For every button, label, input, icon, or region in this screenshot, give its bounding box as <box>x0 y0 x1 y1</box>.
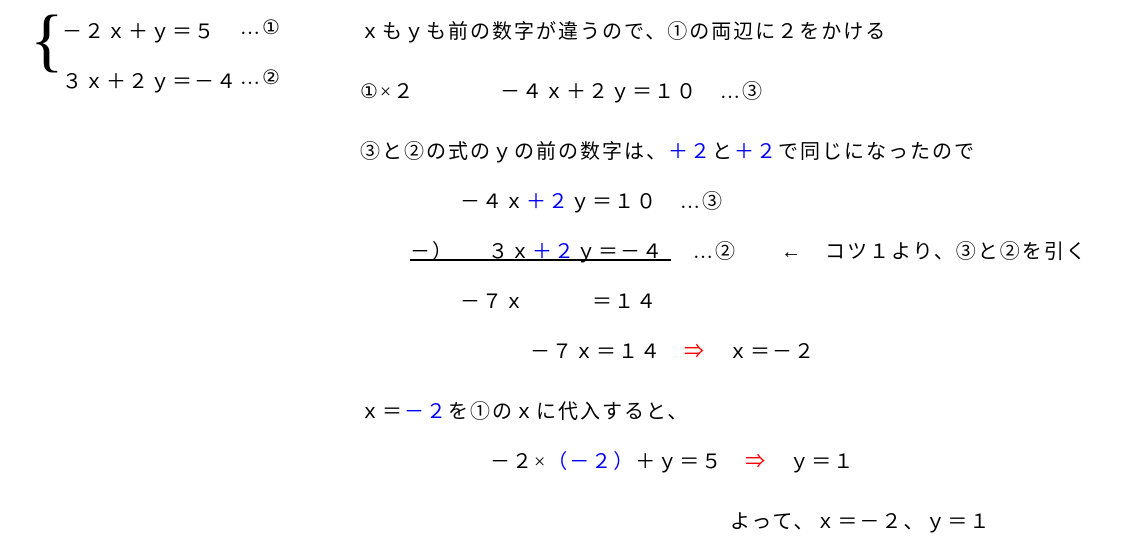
line-solve-y-a: －２× <box>490 451 547 473</box>
line-subtract-c: ｙ＝－４ <box>576 241 664 263</box>
line-subtract: －） ３ｘ＋２ｙ＝－４ …② ← コツ１より、③と②を引く <box>410 235 1088 264</box>
line-eq3-c: ｙ＝１０ …③ <box>570 191 724 213</box>
line-substitute: ｘ＝－２を①のｘに代入すると、 <box>360 395 689 424</box>
line-subtract-u: －） ３ｘ＋２ｙ＝－４ <box>410 241 671 263</box>
arrow-icon: ⇒ <box>684 341 706 363</box>
line-solve-y: －２×（－２）＋ｙ＝５ ⇒ ｙ＝１ <box>490 445 855 474</box>
line-compare-c: と <box>712 141 734 163</box>
left-brace: { <box>30 6 64 76</box>
equation-2: ３ｘ＋２ｙ＝－４ <box>62 65 238 94</box>
line-compare-d: ＋２ <box>734 141 778 163</box>
line-answer: よって、ｘ＝－２、ｙ＝１ <box>730 505 991 534</box>
line-solve-y-d: ｙ＝１ <box>767 451 855 473</box>
line-compare-e: で同じになったので <box>778 141 976 163</box>
line-eq3: －４ｘ＋２ｙ＝１０ …③ <box>460 185 724 214</box>
line-solve-y-c: ＋ｙ＝５ <box>635 451 745 473</box>
line-intro: ｘもｙも前の数字が違うので、①の両辺に２をかける <box>360 15 887 44</box>
math-worked-example: { －２ｘ＋ｙ＝５ …① ３ｘ＋２ｙ＝－４ …② ｘもｙも前の数字が違うので、①… <box>0 0 1131 555</box>
equation-1-label: …① <box>240 15 282 40</box>
line-substitute-c: を①のｘに代入すると、 <box>448 401 689 423</box>
line-eq3-b: ＋２ <box>526 191 570 213</box>
line-subtract-a: －） ３ｘ <box>410 241 532 263</box>
line-compare-b: ＋２ <box>668 141 712 163</box>
line-substitute-b: －２ <box>404 401 448 423</box>
line-solve-x: －７ｘ＝１４ ⇒ ｘ＝－２ <box>530 335 816 364</box>
line-solve-x-a: －７ｘ＝１４ <box>530 341 684 363</box>
line-subtract-b: ＋２ <box>532 241 576 263</box>
equation-2-label: …② <box>240 65 282 90</box>
line-mult-result: －４ｘ＋２ｙ＝１０ …③ <box>500 75 764 104</box>
line-subtract-d: …② ← コツ１より、③と②を引く <box>671 241 1088 263</box>
equation-1: －２ｘ＋ｙ＝５ <box>62 15 216 44</box>
line-compare-a: ③と②の式のｙの前の数字は、 <box>360 141 668 163</box>
arrow-icon: ⇒ <box>745 451 767 473</box>
line-solve-y-b: （－２） <box>547 451 635 473</box>
line-mult-label: ①×２ <box>360 75 415 104</box>
line-compare: ③と②の式のｙの前の数字は、＋２と＋２で同じになったので <box>360 135 976 164</box>
line-solve-x-b: ｘ＝－２ <box>706 341 816 363</box>
line-result1: －７ｘ ＝１４ <box>460 285 658 314</box>
line-substitute-a: ｘ＝ <box>360 401 404 423</box>
line-eq3-a: －４ｘ <box>460 191 526 213</box>
